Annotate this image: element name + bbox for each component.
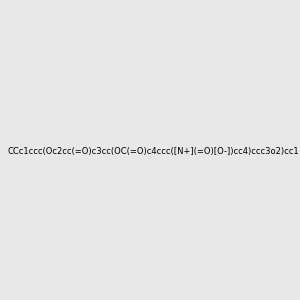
Text: CCc1ccc(Oc2cc(=O)c3cc(OC(=O)c4ccc([N+](=O)[O-])cc4)ccc3o2)cc1: CCc1ccc(Oc2cc(=O)c3cc(OC(=O)c4ccc([N+](=… <box>8 147 300 156</box>
